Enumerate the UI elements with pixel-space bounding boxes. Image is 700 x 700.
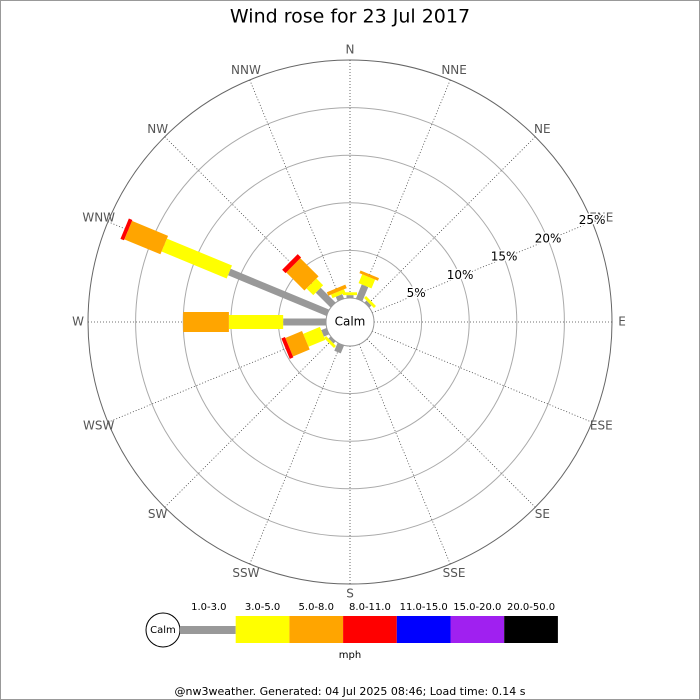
bar-segment <box>228 315 284 329</box>
direction-label: NW <box>147 122 168 136</box>
spoke <box>164 338 334 508</box>
legend-label: 11.0-15.0 <box>400 602 448 613</box>
chart-title: Wind rose for 23 Jul 2017 <box>230 6 470 28</box>
direction-label: NNE <box>441 63 467 77</box>
direction-label: SE <box>535 507 550 521</box>
legend-swatch <box>235 616 290 643</box>
direction-label: W <box>72 315 84 329</box>
direction-label: S <box>346 587 354 601</box>
bar-segment <box>124 220 169 255</box>
spoke <box>249 79 342 300</box>
bar-segment <box>282 254 302 274</box>
bar-segment <box>358 274 376 289</box>
ring-label: 25% <box>579 213 606 227</box>
bar-segment <box>286 258 319 291</box>
bar-segment <box>331 289 346 299</box>
calm-label: Calm <box>335 315 366 329</box>
bar-segment <box>283 318 326 326</box>
direction-label: E <box>618 315 626 329</box>
bar-segment <box>346 295 354 298</box>
direction-label: WSW <box>83 419 114 433</box>
bar-segment <box>355 284 369 302</box>
bar-segment <box>364 300 372 308</box>
ring-label: 5% <box>407 286 426 300</box>
legend-swatch <box>289 616 344 643</box>
bar-segment <box>328 336 336 344</box>
spoke <box>372 221 593 314</box>
legend-label: 1.0-3.0 <box>191 602 226 613</box>
direction-label: NNW <box>231 63 261 77</box>
direction-label: ESE <box>590 419 613 433</box>
ring-label: 15% <box>491 250 518 264</box>
direction-label: SW <box>148 507 168 521</box>
spoke <box>249 344 342 565</box>
ring-label: 10% <box>447 268 474 282</box>
legend-label: 5.0-8.0 <box>299 602 334 613</box>
legend-label: 8.0-11.0 <box>349 602 391 613</box>
direction-label: SSE <box>443 566 466 580</box>
bar-segment <box>281 337 294 359</box>
bar-segment <box>324 336 336 348</box>
footer: @nw3weather. Generated: 04 Jul 2025 08:4… <box>175 685 526 698</box>
calm-circle <box>325 297 375 347</box>
bar-segment <box>285 331 310 357</box>
legend-swatch <box>450 616 505 643</box>
legend-swatch <box>343 616 397 643</box>
legend-swatch <box>504 616 558 643</box>
bar-segment <box>359 270 379 281</box>
bar-segment <box>161 238 232 279</box>
direction-label: N <box>346 43 355 57</box>
bar-segment <box>343 292 357 296</box>
direction-label: SSW <box>232 566 259 580</box>
bar-segment <box>227 268 330 317</box>
spoke <box>366 136 536 306</box>
direction-label: WNW <box>82 210 115 224</box>
bar-segment <box>335 294 345 302</box>
spoke <box>372 330 593 423</box>
spoke <box>358 79 451 300</box>
direction-label: NE <box>534 122 551 136</box>
bar-segment <box>120 218 133 241</box>
bar-segment <box>364 296 376 308</box>
legend-swatch <box>396 616 451 643</box>
direction-label: ENE <box>589 210 613 224</box>
bar-segment <box>306 278 324 296</box>
bar-segment <box>183 312 229 332</box>
ring <box>135 107 565 537</box>
legend-label: 3.0-5.0 <box>245 602 280 613</box>
spoke <box>366 338 536 508</box>
legend-calm-label: Calm <box>150 625 176 636</box>
spoke <box>358 344 451 565</box>
legend-label: 20.0-50.0 <box>507 602 555 613</box>
ring-label: 20% <box>535 231 562 245</box>
bar-segment <box>326 284 347 296</box>
bar-segment <box>315 287 336 308</box>
legend-swatch <box>180 626 236 634</box>
legend-label: 15.0-20.0 <box>453 602 501 613</box>
bar-segment <box>303 326 326 347</box>
bar-segment <box>334 342 345 354</box>
legend-unit: mph <box>339 650 361 661</box>
